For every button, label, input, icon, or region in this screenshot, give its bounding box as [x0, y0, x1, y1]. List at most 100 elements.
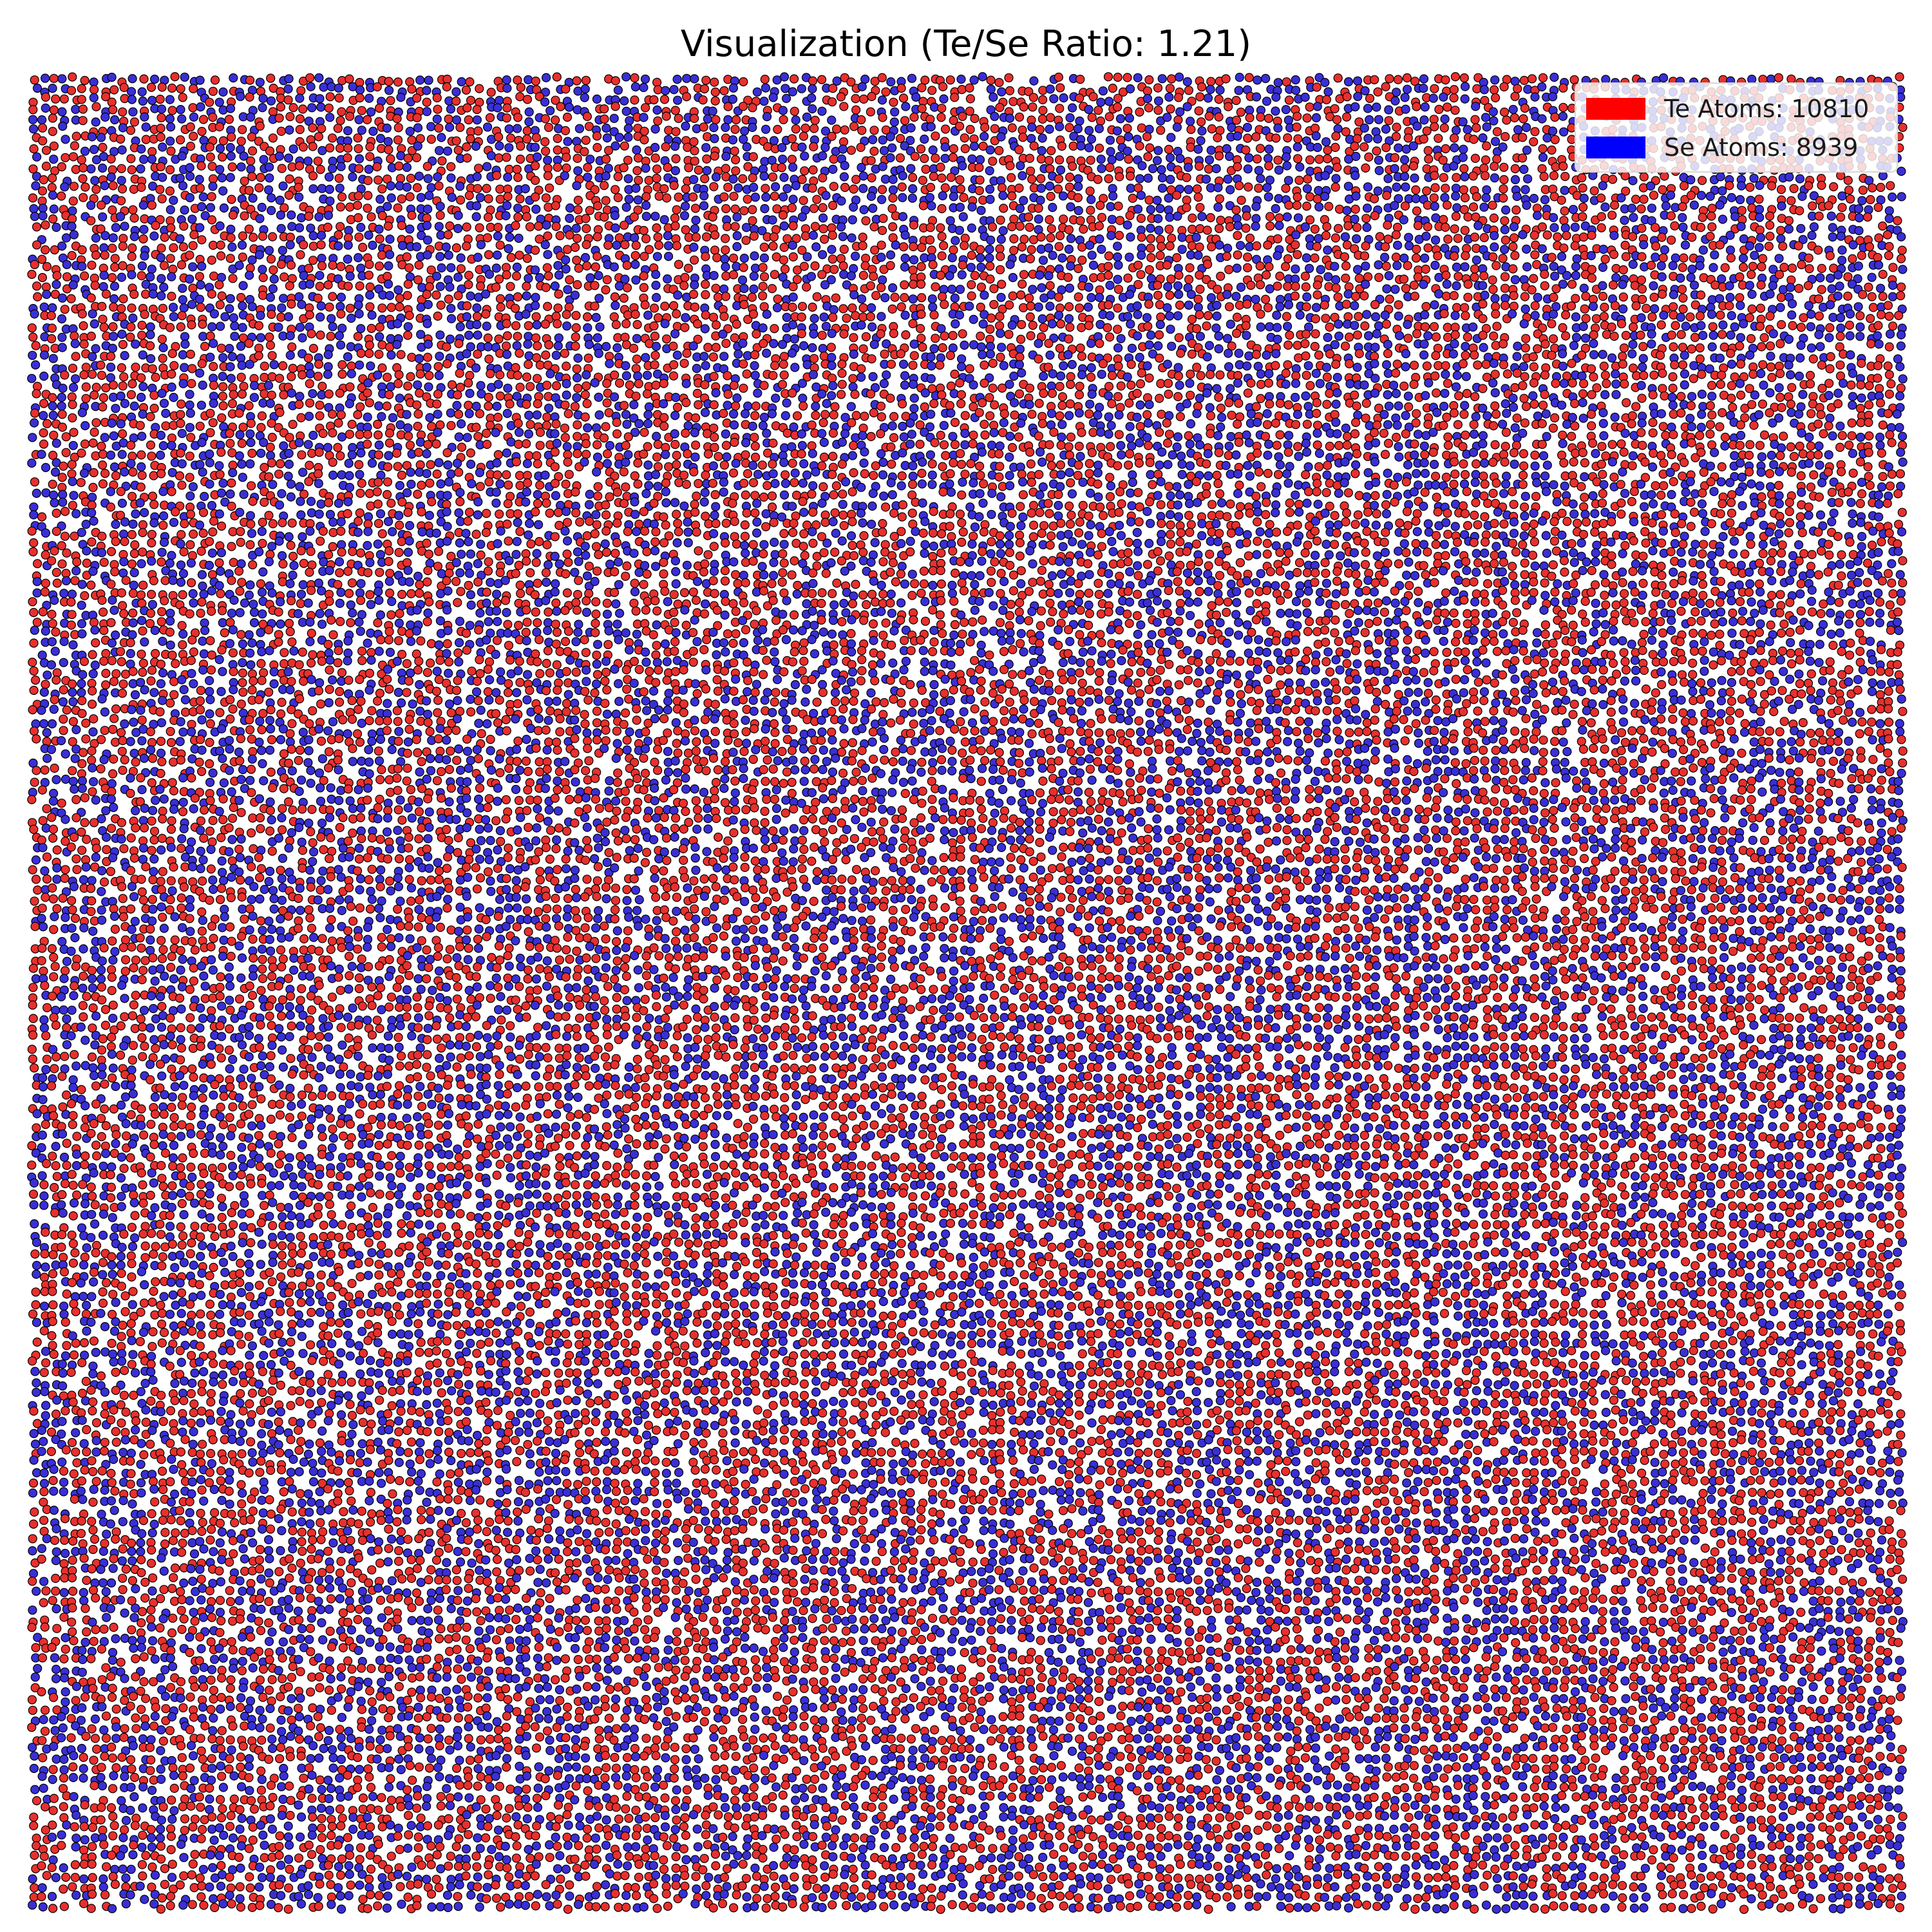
- se-atom-point: [1533, 292, 1542, 302]
- te-atom-point: [1609, 331, 1619, 341]
- se-atom-point: [1754, 243, 1764, 252]
- se-atom-point: [1133, 331, 1142, 341]
- se-atom-point: [1828, 312, 1838, 322]
- se-atom-point: [976, 205, 986, 215]
- te-atom-point: [1529, 274, 1539, 283]
- te-atom-point: [1715, 240, 1725, 250]
- se-atom-point: [837, 222, 846, 232]
- se-atom-point: [1122, 146, 1132, 156]
- se-atom-point: [1458, 117, 1468, 127]
- te-atom-point: [1898, 122, 1908, 132]
- te-atom-point: [97, 200, 106, 210]
- te-atom-point: [779, 115, 788, 124]
- te-atom-point: [255, 121, 265, 131]
- te-atom-point: [345, 111, 355, 121]
- te-atom-point: [1808, 201, 1817, 211]
- se-atom-point: [1153, 146, 1163, 155]
- se-atom-point: [435, 281, 445, 291]
- te-atom-point: [1333, 292, 1343, 302]
- te-atom-point: [980, 122, 990, 132]
- se-atom-point: [451, 87, 461, 97]
- se-atom-point: [414, 171, 424, 181]
- te-atom-point: [701, 279, 710, 289]
- te-atom-point: [779, 255, 789, 265]
- te-atom-point: [1412, 206, 1422, 216]
- se-atom-point: [663, 252, 674, 261]
- se-atom-point: [1034, 339, 1043, 348]
- se-atom-point: [1044, 271, 1054, 281]
- se-atom-point: [1440, 193, 1450, 202]
- se-atom-point: [583, 173, 592, 182]
- te-atom-point: [571, 323, 581, 333]
- te-atom-point: [68, 72, 77, 82]
- te-atom-point: [1571, 294, 1580, 303]
- te-atom-point: [354, 232, 364, 242]
- se-atom-point: [818, 343, 828, 354]
- se-atom-point: [1671, 253, 1680, 263]
- se-atom-point: [69, 230, 79, 240]
- te-atom-point: [828, 200, 838, 211]
- te-atom-point: [1784, 216, 1794, 225]
- te-atom-point: [960, 144, 970, 153]
- te-atom-point: [188, 241, 198, 251]
- se-atom-point: [1559, 127, 1569, 137]
- se-atom-point: [364, 231, 374, 240]
- te-atom-point: [513, 213, 523, 222]
- te-atom-point: [1500, 216, 1510, 225]
- te-atom-point: [51, 94, 61, 104]
- te-atom-point: [839, 329, 849, 339]
- se-atom-point: [1401, 104, 1410, 114]
- te-atom-point: [1394, 300, 1403, 310]
- se-atom-point: [1124, 290, 1135, 299]
- se-atom-point: [423, 174, 433, 184]
- te-atom-point: [997, 183, 1007, 193]
- se-atom-point: [1739, 234, 1748, 244]
- te-atom-point: [39, 175, 48, 185]
- te-atom-point: [582, 240, 591, 249]
- se-atom-point: [890, 107, 900, 117]
- te-atom-point: [248, 146, 258, 156]
- te-atom-point: [437, 156, 447, 166]
- se-atom-point: [1736, 333, 1745, 343]
- te-atom-point: [454, 339, 464, 348]
- te-atom-point: [1864, 242, 1875, 252]
- se-atom-point: [346, 314, 356, 323]
- te-atom-point: [1581, 314, 1591, 323]
- te-atom-point: [907, 173, 918, 182]
- se-atom-point: [207, 322, 217, 332]
- se-atom-point: [90, 145, 99, 155]
- te-atom-point: [337, 107, 346, 117]
- se-atom-point: [720, 254, 730, 264]
- te-atom-point: [1658, 253, 1668, 263]
- se-atom-point: [909, 339, 919, 349]
- te-atom-point: [1430, 84, 1439, 93]
- te-atom-point: [1222, 251, 1232, 261]
- te-atom-point: [1026, 331, 1036, 341]
- se-atom-point: [117, 272, 126, 282]
- se-atom-point: [274, 151, 284, 161]
- te-atom-point: [1094, 144, 1104, 153]
- te-atom-point: [1321, 231, 1331, 240]
- se-atom-point: [225, 173, 235, 182]
- te-atom-point: [921, 164, 931, 174]
- se-atom-point: [109, 332, 118, 341]
- se-atom-point: [1274, 221, 1284, 231]
- se-atom-point: [178, 295, 187, 305]
- se-atom-point: [906, 164, 916, 173]
- te-atom-point: [1364, 152, 1374, 162]
- se-atom-point: [1320, 78, 1330, 88]
- te-atom-point: [1034, 204, 1043, 213]
- se-atom-point: [827, 328, 837, 338]
- te-atom-point: [1500, 283, 1510, 293]
- se-atom-point: [336, 292, 346, 302]
- te-atom-point: [27, 269, 37, 279]
- te-atom-point: [1197, 82, 1207, 92]
- te-atom-point: [1375, 232, 1385, 242]
- te-atom-point: [1025, 293, 1034, 303]
- te-atom-point: [108, 205, 117, 215]
- te-atom-point: [77, 84, 86, 93]
- se-atom-point: [1064, 244, 1074, 254]
- te-atom-point: [788, 282, 798, 292]
- se-atom-point: [48, 191, 58, 200]
- te-atom-point: [1547, 319, 1557, 328]
